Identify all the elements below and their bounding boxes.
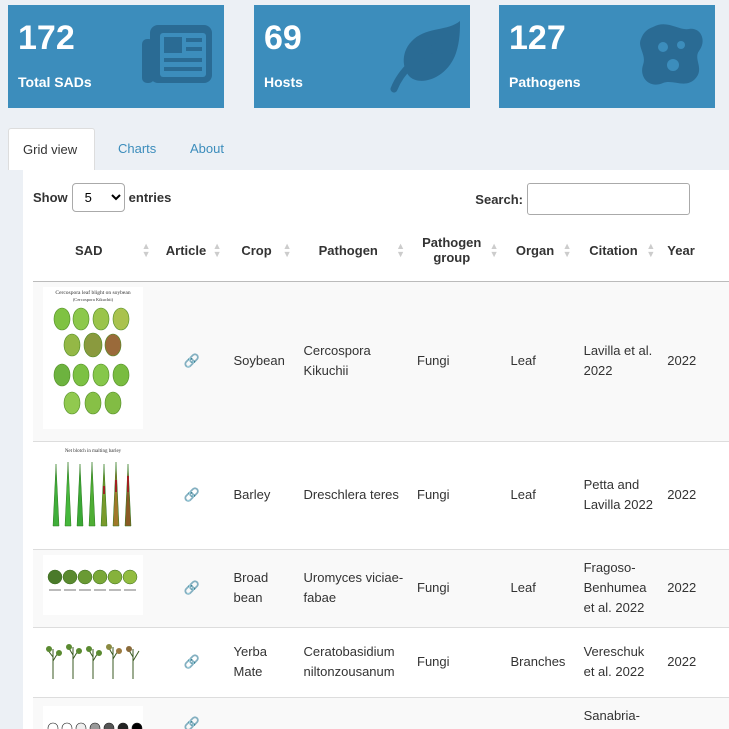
cell-pathogen-group: Fungi <box>411 440 505 549</box>
cell-pathogen-group <box>411 696 505 729</box>
col-header-crop[interactable]: Crop ▲ ▼ <box>227 220 298 282</box>
cell-pathogen: Ceratobasidium niltonzousanum <box>297 626 411 697</box>
stat-box-total-sads: 172 Total SADs <box>8 5 224 108</box>
table-row: 🔗 Sanabria- <box>33 696 729 729</box>
cell-pathogen-group: Fungi <box>411 548 505 627</box>
cell-crop: Barley <box>227 440 298 549</box>
cell-year: 2022 <box>661 626 729 697</box>
cell-pathogen: Uromyces viciae-fabae <box>297 548 411 627</box>
article-link-icon[interactable]: 🔗 <box>183 487 201 502</box>
tab-about[interactable]: About <box>190 141 224 156</box>
sad-thumbnail[interactable]: Net blotch in malting barley <box>43 446 143 538</box>
sad-thumbnail[interactable] <box>43 555 143 615</box>
table-row: Cercospora leaf blight on soybean (Cerco… <box>33 280 729 441</box>
sad-thumbnail[interactable] <box>43 635 143 683</box>
col-header-article[interactable]: Article ▲ ▼ <box>156 220 228 282</box>
article-link-icon[interactable]: 🔗 <box>183 654 201 669</box>
grid-panel: Show 5 entries Search: SAD ▲ ▼ Article ▲ ▼ C… <box>23 170 729 729</box>
cell-citation: Petta and Lavilla 2022 <box>577 440 662 549</box>
sad-thumbnail[interactable]: Cercospora leaf blight on soybean (Cerco… <box>43 287 143 429</box>
search-control: Search: <box>475 183 690 215</box>
cell-crop: Yerba Mate <box>227 626 298 697</box>
table-row: 🔗 Yerba Mate Ceratobasidium niltonzousan… <box>33 626 729 697</box>
table-header: SAD ▲ ▼ Article ▲ ▼ Crop ▲ ▼ Pathogen ▲ ▼ Pathog… <box>33 220 729 282</box>
show-label: Show <box>33 190 68 205</box>
article-link-icon[interactable]: 🔗 <box>183 715 201 729</box>
stat-value: 127 <box>509 19 566 57</box>
entries-label: entries <box>128 190 172 205</box>
svg-text:Net blotch in malting barley: Net blotch in malting barley <box>65 449 122 454</box>
cell-citation: Sanabria- <box>577 696 662 729</box>
stat-label: Total SADs <box>18 74 92 90</box>
svg-text:(Cercospora Kikuchii): (Cercospora Kikuchii) <box>73 297 114 302</box>
tab-charts[interactable]: Charts <box>118 141 157 156</box>
sad-thumbnail[interactable] <box>43 705 143 729</box>
tab-grid-view[interactable]: Grid view <box>8 128 95 170</box>
stat-label: Hosts <box>264 74 303 90</box>
article-link-icon[interactable]: 🔗 <box>183 353 201 368</box>
cell-year: 2022 <box>661 440 729 549</box>
col-header-pathogen-group[interactable]: Pathogen group ▲ ▼ <box>411 220 505 282</box>
col-header-year[interactable]: Year <box>661 220 729 282</box>
cell-organ: Leaf <box>504 548 578 627</box>
table-row: Net blotch in malting barley <box>33 440 729 549</box>
cell-crop: Soybean <box>227 280 298 441</box>
cell-organ <box>504 696 578 729</box>
col-header-organ[interactable]: Organ ▲ ▼ <box>504 220 578 282</box>
cell-organ: Branches <box>504 626 578 697</box>
stat-value: 172 <box>18 19 75 57</box>
newspaper-icon <box>142 25 212 83</box>
bacterium-icon <box>640 24 703 85</box>
cell-year: 2022 <box>661 280 729 441</box>
col-header-sad[interactable]: SAD ▲ ▼ <box>33 220 157 282</box>
cell-crop: Broad bean <box>227 548 298 627</box>
stat-box-pathogens: 127 Pathogens <box>499 5 715 108</box>
cell-year <box>661 696 729 729</box>
cell-crop <box>227 696 298 729</box>
cell-pathogen: Cercospora Kikuchii <box>297 280 411 441</box>
stat-label: Pathogens <box>509 74 581 90</box>
col-header-pathogen[interactable]: Pathogen ▲ ▼ <box>297 220 411 282</box>
cell-citation: Fragoso-Benhumea et al. 2022 <box>577 548 662 627</box>
stat-value: 69 <box>264 19 302 57</box>
table-row: 🔗 Broad bean Uromyces viciae-fabae Fungi… <box>33 548 729 627</box>
leaf-icon <box>390 21 460 93</box>
sad-table: SAD ▲ ▼ Article ▲ ▼ Crop ▲ ▼ Pathogen ▲ ▼ Pathog… <box>33 220 729 729</box>
cell-organ: Leaf <box>504 440 578 549</box>
cell-pathogen-group: Fungi <box>411 280 505 441</box>
search-input[interactable] <box>527 183 690 215</box>
cell-pathogen: Dreschlera teres <box>297 440 411 549</box>
svg-text:Cercospora leaf blight on soyb: Cercospora leaf blight on soybean <box>55 289 130 296</box>
cell-year: 2022 <box>661 548 729 627</box>
article-link-icon[interactable]: 🔗 <box>183 580 201 595</box>
search-label: Search: <box>475 191 523 207</box>
page-size-control: Show 5 entries <box>33 183 171 212</box>
stat-box-hosts: 69 Hosts <box>254 5 470 108</box>
page-size-select[interactable]: 5 <box>71 183 125 212</box>
col-header-citation[interactable]: Citation ▲ ▼ <box>577 220 662 282</box>
cell-pathogen-group: Fungi <box>411 626 505 697</box>
cell-organ: Leaf <box>504 280 578 441</box>
cell-citation: Lavilla et al. 2022 <box>577 280 662 441</box>
cell-pathogen <box>297 696 411 729</box>
cell-citation: Vereschuk et al. 2022 <box>577 626 662 697</box>
